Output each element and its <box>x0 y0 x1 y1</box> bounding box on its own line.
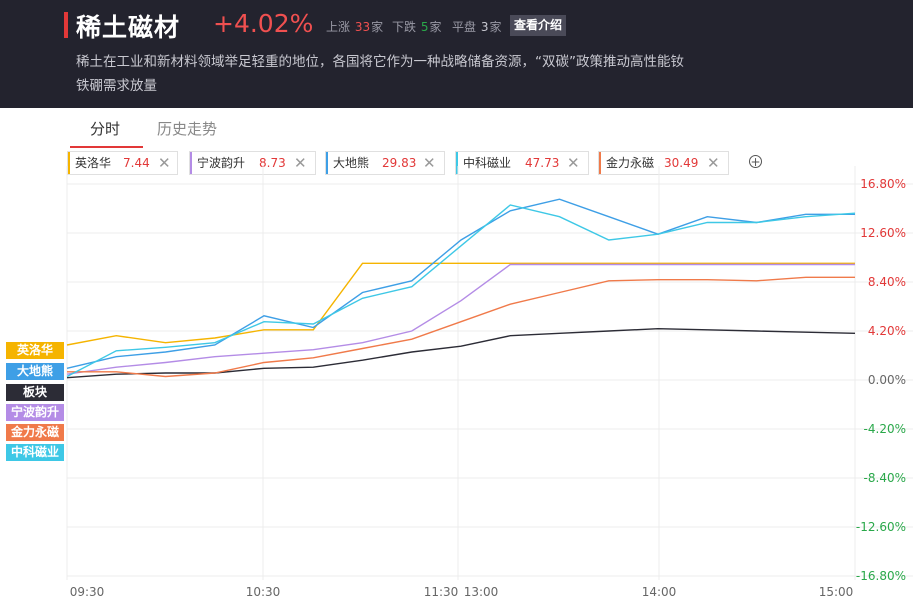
down-count: 5 <box>420 20 429 34</box>
series-line <box>66 204 856 378</box>
stock-name: 金力永磁 <box>606 156 655 170</box>
topic-description: 稀土在工业和新材料领域举足轻重的地位，各国将它作为一种战略储备资源，“双碳”政策… <box>76 54 684 94</box>
stock-price: 29.83 <box>382 156 417 170</box>
y-tick-label: -16.80% <box>856 569 906 583</box>
stock-name: 中科磁业 <box>463 156 512 170</box>
stock-price: 8.73 <box>259 156 286 170</box>
stock-chip-dadixiong[interactable]: 大地熊 29.83 ✕ <box>325 151 445 175</box>
view-intro-button[interactable]: 查看介绍 <box>510 15 567 36</box>
stock-chip-yingluohua[interactable]: 英洛华 7.44 ✕ <box>67 151 178 175</box>
y-tick-label: -4.20% <box>864 422 906 436</box>
up-count-stat: 上涨 33家 <box>326 18 383 35</box>
y-tick-label: 8.40% <box>868 275 906 289</box>
series-line <box>67 276 855 378</box>
x-axis-labels: 09:30 10:30 11:30 13:00 14:00 15:00 <box>70 585 854 599</box>
close-icon[interactable]: ✕ <box>423 154 436 172</box>
up-label: 上涨 <box>326 20 351 34</box>
up-count: 33 <box>354 20 371 34</box>
legend-tag-yingluohua: 英洛华 <box>6 342 64 359</box>
stock-chip-ningboyunsheng[interactable]: 宁波韵升 8.73 ✕ <box>189 151 316 175</box>
stock-price: 30.49 <box>664 156 699 170</box>
stock-price: 47.73 <box>525 156 560 170</box>
stock-chip-zhongkecizhi[interactable]: 中科磁业 47.73 ✕ <box>455 151 589 175</box>
legend-tag-zhongkecizhi: 中科磁业 <box>6 444 64 461</box>
legend-tag-jinliyongci: 金力永磁 <box>6 424 64 441</box>
series-lines <box>66 198 856 379</box>
flat-label: 平盘 <box>452 20 477 34</box>
series-line <box>66 327 856 379</box>
down-count-stat: 下跌 5家 <box>392 18 442 35</box>
chip-color-bar <box>456 152 458 174</box>
title-accent-bar <box>64 12 68 38</box>
close-icon[interactable]: ✕ <box>158 154 171 172</box>
y-tick-label: -12.60% <box>856 520 906 534</box>
y-tick-label: -8.40% <box>864 471 906 485</box>
flat-count-stat: 平盘 3家 <box>452 18 502 35</box>
topic-title: 稀土磁材 <box>76 13 181 42</box>
y-tick-label: 4.20% <box>868 324 906 338</box>
series-line <box>66 262 855 346</box>
chip-color-bar <box>190 152 192 174</box>
tab-history[interactable]: 历史走势 <box>157 120 218 138</box>
up-unit: 家 <box>371 20 384 34</box>
legend-tag-ningboyunsheng: 宁波韵升 <box>6 404 64 421</box>
flat-count: 3 <box>480 20 489 34</box>
chip-color-bar <box>68 152 70 174</box>
y-tick-label: 0.00% <box>868 373 906 387</box>
x-tick-label: 09:30 <box>70 585 105 599</box>
flat-unit: 家 <box>489 20 502 34</box>
stock-price: 7.44 <box>123 156 150 170</box>
stock-name: 大地熊 <box>333 156 370 170</box>
add-circle-icon[interactable]: + <box>749 155 762 169</box>
topic-change-pct: +4.02% <box>213 9 314 38</box>
x-tick-label: 15:00 <box>819 585 854 599</box>
stock-chip-jinliyongci[interactable]: 金力永磁 30.49 ✕ <box>598 151 729 175</box>
chip-color-bar <box>599 152 601 174</box>
down-unit: 家 <box>429 20 442 34</box>
stock-name: 英洛华 <box>75 156 112 170</box>
x-tick-label: 13:00 <box>464 585 499 599</box>
down-label: 下跌 <box>392 20 417 34</box>
close-icon[interactable]: ✕ <box>707 154 720 172</box>
y-axis-labels: 16.80% 12.60% 8.40% 4.20% 0.00% -4.20% -8.40% -… <box>856 177 906 583</box>
chip-color-bar <box>326 152 328 174</box>
x-tick-label: 14:00 <box>642 585 677 599</box>
series-line <box>66 198 855 369</box>
stock-name: 宁波韵升 <box>197 156 246 170</box>
close-icon[interactable]: ✕ <box>294 154 307 172</box>
y-tick-label: 16.80% <box>860 177 906 191</box>
close-icon[interactable]: ✕ <box>567 154 580 172</box>
tab-intraday[interactable]: 分时 <box>90 120 121 138</box>
y-tick-label: 12.60% <box>860 226 906 240</box>
legend-tag-dadixiong: 大地熊 <box>6 363 64 380</box>
active-tab-underline <box>70 146 143 148</box>
x-tick-label: 10:30 <box>246 585 281 599</box>
x-tick-label: 11:30 <box>424 585 459 599</box>
legend-tag-sector: 板块 <box>6 384 64 401</box>
chart-grid <box>66 166 913 580</box>
topic-header: 稀土磁材 +4.02% 上涨 33家 下跌 5家 平盘 3家 查看介绍 稀土在工… <box>0 0 913 108</box>
